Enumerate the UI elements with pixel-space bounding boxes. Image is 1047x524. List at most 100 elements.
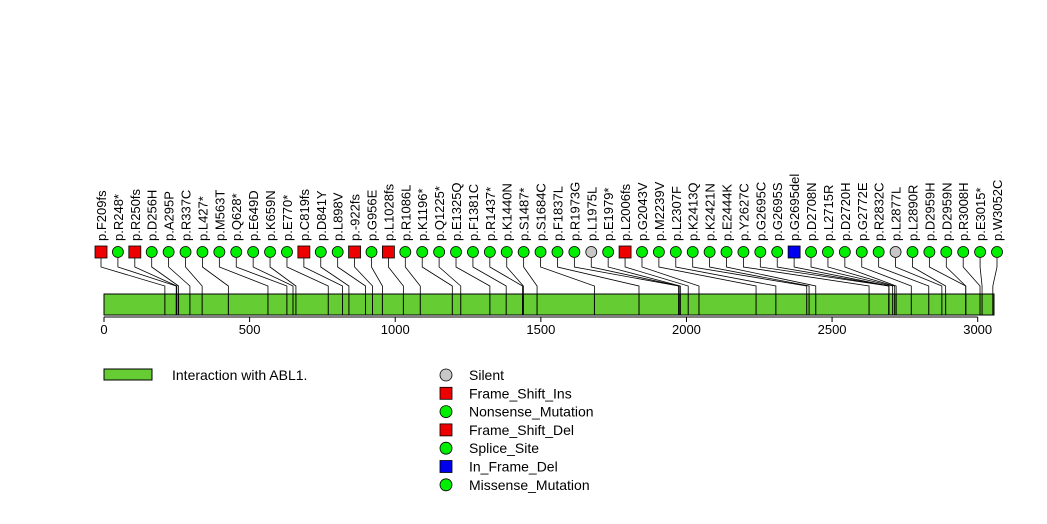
mutation-label: p.E1979* bbox=[601, 188, 616, 242]
mutation-connector bbox=[506, 258, 524, 294]
axis-tick-label: 500 bbox=[239, 322, 261, 337]
mutation-connector bbox=[928, 258, 967, 294]
mutation-label: p.R248* bbox=[111, 194, 126, 241]
mutation-connector bbox=[709, 258, 810, 294]
mutation-connector bbox=[624, 258, 689, 294]
mutation-label: p.K1196* bbox=[415, 188, 430, 241]
mutation-marker bbox=[281, 246, 293, 258]
mutation-marker bbox=[145, 246, 158, 258]
mutation-marker bbox=[787, 245, 801, 259]
mutation-marker bbox=[889, 246, 902, 258]
mutation-connector bbox=[540, 258, 595, 294]
mutation-label: p.E2444K bbox=[720, 184, 735, 241]
mutation-connector bbox=[404, 258, 421, 294]
mutation-connector bbox=[861, 258, 912, 294]
mutation-marker bbox=[991, 246, 1003, 258]
mutation-label: p.E1325Q bbox=[449, 182, 464, 241]
mutation-marker bbox=[855, 246, 868, 258]
mutation-label: p.R1086L bbox=[398, 185, 413, 241]
mutation-stems bbox=[164, 294, 994, 315]
mutation-connector bbox=[320, 258, 350, 294]
mutation-label: p.G2695del bbox=[787, 174, 802, 241]
mutation-connector bbox=[218, 258, 269, 294]
mutation-marker bbox=[703, 246, 716, 258]
mutation-label: p.K1440N bbox=[500, 183, 515, 241]
mutation-connector bbox=[726, 258, 817, 294]
mutation-marker bbox=[399, 246, 412, 258]
mutation-label: p.S1487* bbox=[517, 188, 532, 242]
legend-label: Nonsense_Mutation bbox=[469, 404, 594, 420]
mutation-marker bbox=[365, 246, 378, 258]
mutation-connector bbox=[354, 258, 373, 294]
mutation-label: p.Q1225* bbox=[432, 186, 447, 241]
mutation-label: p.D2959H bbox=[922, 182, 937, 241]
mutation-connector bbox=[827, 258, 896, 294]
mutation-label: p.G2695S bbox=[770, 182, 785, 241]
mutation-connector bbox=[168, 258, 191, 294]
mutation-connector bbox=[895, 258, 943, 294]
mutation-marker bbox=[602, 246, 615, 258]
axis-tick-label: 1500 bbox=[526, 322, 555, 337]
mutation-label: p.R3008H bbox=[956, 182, 971, 241]
mutation-marker bbox=[128, 245, 142, 259]
mutation-connector bbox=[641, 258, 700, 294]
mutation-connector bbox=[455, 258, 491, 294]
mutation-marker bbox=[923, 246, 936, 258]
mutation-connector bbox=[269, 258, 297, 294]
legend-marker bbox=[439, 368, 453, 382]
mutation-connector bbox=[979, 258, 983, 294]
mutation-marker bbox=[618, 245, 632, 259]
mutation-label: p.Q628* bbox=[229, 193, 244, 241]
mutation-marker bbox=[669, 246, 682, 258]
mutation-label: p.G956E bbox=[364, 189, 379, 241]
mutation-marker bbox=[534, 246, 547, 258]
mutation-connector bbox=[878, 258, 930, 294]
mutation-label: p.L1975L bbox=[584, 187, 599, 241]
mutation-connector bbox=[472, 258, 507, 294]
mutation-label: p.K659N bbox=[263, 190, 278, 241]
mutation-label: p.G2695C bbox=[753, 182, 768, 241]
mutation-connector bbox=[992, 258, 998, 294]
mutation-connector bbox=[945, 258, 967, 294]
legend-marker bbox=[439, 405, 453, 419]
mutation-label: p.D2720H bbox=[838, 182, 853, 241]
mutation-label: p.Y2627C bbox=[736, 183, 751, 241]
mutation-marker bbox=[264, 246, 276, 258]
mutation-label: p.R2832C bbox=[872, 182, 887, 241]
mutation-markers bbox=[94, 245, 1003, 259]
mutation-marker bbox=[94, 245, 108, 259]
mutation-connector bbox=[962, 258, 981, 294]
mutation-marker bbox=[450, 246, 462, 258]
axis-tick-label: 2000 bbox=[672, 322, 701, 337]
mutation-marker bbox=[720, 246, 733, 258]
mutation-connector bbox=[235, 258, 288, 294]
mutation-connector bbox=[743, 258, 870, 294]
mutation-connector bbox=[523, 258, 538, 294]
protein-domains bbox=[103, 293, 995, 316]
mutation-connector bbox=[286, 258, 329, 294]
mutation-marker bbox=[636, 246, 648, 258]
mutation-label: p.F1381C bbox=[466, 184, 481, 241]
mutation-label: p.F209fs bbox=[94, 190, 109, 241]
mutation-connector bbox=[692, 258, 808, 294]
axis-tick-label: 2500 bbox=[818, 322, 847, 337]
mutation-connector bbox=[607, 258, 681, 294]
mutation-label: p.L427* bbox=[195, 196, 210, 241]
mutation-marker bbox=[196, 246, 209, 258]
mutation-label: p.G2043V bbox=[635, 182, 650, 241]
mutation-marker bbox=[517, 246, 530, 258]
mutation-connector bbox=[117, 258, 177, 294]
legend-label: Splice_Site bbox=[469, 440, 539, 456]
mutation-connector bbox=[675, 258, 777, 294]
mutation-marker bbox=[331, 246, 344, 258]
mutation-label: p.L2715R bbox=[821, 185, 836, 241]
axis-tick-label: 3000 bbox=[963, 322, 992, 337]
mutation-marker bbox=[348, 245, 361, 259]
mutation-marker bbox=[906, 246, 919, 258]
mutation-marker bbox=[771, 246, 784, 258]
mutation-connector bbox=[387, 258, 404, 294]
mutation-connector bbox=[912, 258, 947, 294]
mutation-label: p.M2239V bbox=[652, 181, 667, 241]
mutation-connector bbox=[489, 258, 523, 294]
mutation-labels: p.F209fs p.R248* p.R250fs p.D256H p.A295P p.R… bbox=[94, 174, 1005, 241]
